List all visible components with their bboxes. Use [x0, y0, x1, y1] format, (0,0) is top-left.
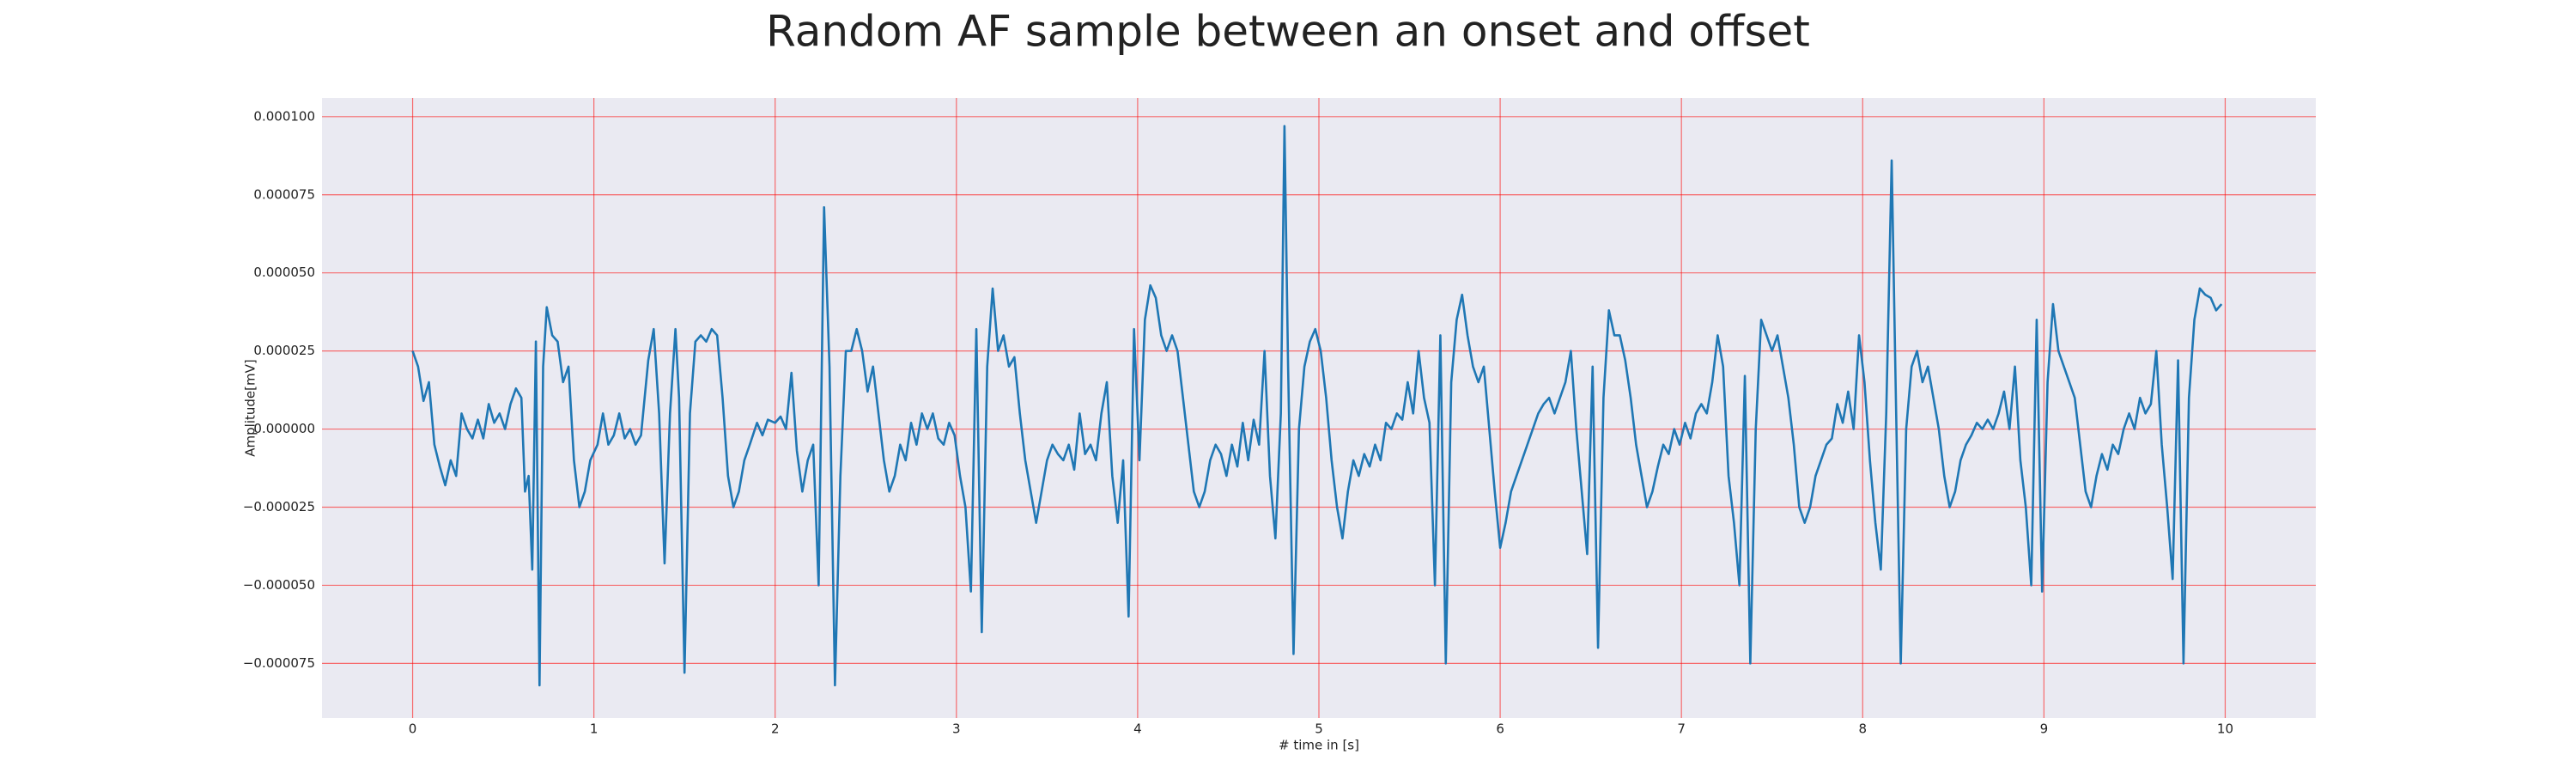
ticks: 0 1 2 3 4 5 6 7 8 9 10 −0.000075 −0.000050 −0.000025 0… [243, 108, 2233, 736]
y-tick-label: 0.000100 [253, 108, 315, 124]
y-tick-label: 0.000050 [253, 265, 315, 280]
y-axis-label: Amplitude[mV] [243, 359, 258, 456]
y-tick-label: 0.000075 [253, 186, 315, 202]
x-tick-label: 5 [1315, 721, 1323, 737]
x-tick-label: 3 [952, 721, 961, 737]
y-tick-label: 0.000025 [253, 343, 315, 358]
x-tick-label: 0 [409, 721, 417, 737]
x-tick-label: 8 [1858, 721, 1867, 737]
x-tick-label: 9 [2040, 721, 2049, 737]
y-tick-label: −0.000050 [243, 577, 315, 593]
x-tick-label: 2 [771, 721, 780, 737]
x-tick-label: 6 [1496, 721, 1504, 737]
y-tick-label: 0.000000 [253, 421, 315, 436]
x-axis-label: # time in [s] [1279, 738, 1359, 753]
x-tick-label: 4 [1133, 721, 1142, 737]
signal-line [411, 125, 2223, 687]
y-tick-label: −0.000075 [243, 655, 315, 671]
chart-title: Random AF sample between an onset and of… [766, 7, 1810, 57]
x-tick-label: 1 [590, 721, 598, 737]
lines [411, 125, 2223, 687]
x-tick-label: 10 [2217, 721, 2233, 737]
y-tick-label: −0.000025 [243, 499, 315, 514]
x-tick-label: 7 [1677, 721, 1686, 737]
